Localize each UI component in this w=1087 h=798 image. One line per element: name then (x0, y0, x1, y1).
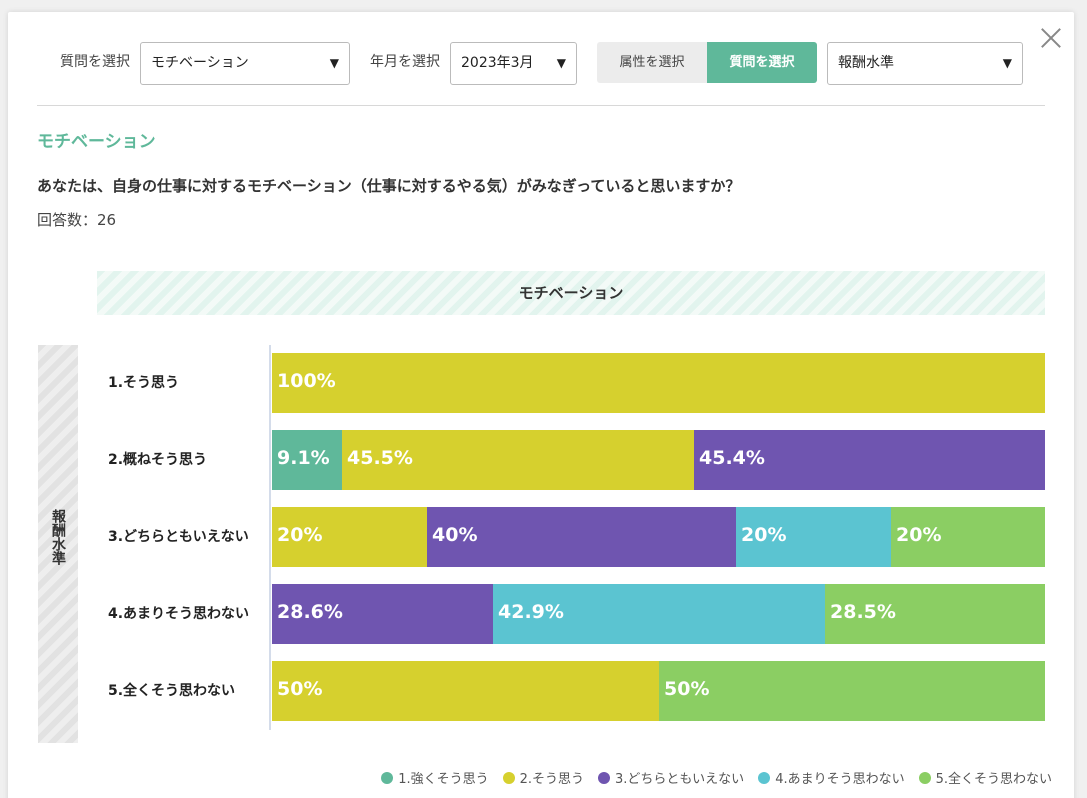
toggle-attribute-button[interactable]: 属性を選択 (597, 42, 707, 83)
legend-item: 3.どちらともいえない (598, 768, 744, 787)
chart-title: モチベーション (97, 271, 1045, 315)
group-axis-label: 報酬水準 (50, 509, 66, 565)
month-select-value: 2023年3月 (461, 55, 534, 71)
data-label: 100% (277, 370, 336, 392)
legend-dot-icon (598, 771, 611, 784)
bar-segment[interactable]: 45.5% (342, 430, 694, 490)
bar-row: 20% 40% 20% 20% (272, 507, 1045, 567)
legend-item: 5.全くそう思わない (918, 768, 1052, 787)
question-select-value: モチベーション (151, 55, 249, 71)
category-label: 1.そう思う (108, 375, 180, 391)
bar-segment[interactable]: 50% (272, 661, 659, 721)
data-label: 45.5% (347, 447, 413, 469)
bar-segment[interactable]: 9.1% (272, 430, 342, 490)
attribute-select-value: 報酬水準 (838, 55, 894, 71)
legend-item: 4.あまりそう思わない (758, 768, 905, 787)
divider (37, 105, 1045, 106)
attribute-select[interactable]: 報酬水準 ▼ (827, 42, 1023, 85)
legend-label: 2.そう思う (519, 772, 585, 787)
question-select[interactable]: モチベーション ▼ (140, 42, 350, 85)
bar-segment[interactable]: 28.5% (825, 584, 1045, 644)
bar-segment[interactable]: 40% (427, 507, 736, 567)
section-title: モチベーション (37, 132, 156, 152)
question-text: あなたは、自身の仕事に対するモチベーション（仕事に対するやる気）がみなぎっている… (37, 177, 741, 195)
month-filter-label: 年月を選択 (370, 54, 440, 70)
chart-legend: 1.強くそう思う 2.そう思う 3.どちらともいえない 4.あまりそう思わない 5.全く… (381, 768, 1052, 787)
bar-segment[interactable]: 50% (659, 661, 1045, 721)
data-label: 50% (277, 678, 323, 700)
data-label: 20% (896, 524, 942, 546)
bar-segment[interactable]: 42.9% (493, 584, 825, 644)
legend-label: 3.どちらともいえない (615, 772, 745, 787)
toggle-question-button[interactable]: 質問を選択 (707, 42, 817, 83)
legend-dot-icon (758, 771, 771, 784)
chevron-down-icon: ▼ (1002, 56, 1012, 70)
bar-segment[interactable]: 100% (272, 353, 1045, 413)
month-select[interactable]: 2023年3月 ▼ (450, 42, 577, 85)
data-label: 28.5% (830, 601, 896, 623)
data-label: 28.6% (277, 601, 343, 623)
response-count: 回答数：26 (37, 211, 117, 229)
bar-segment[interactable]: 20% (272, 507, 427, 567)
chart-baseline (269, 345, 271, 730)
legend-dot-icon (502, 771, 515, 784)
legend-item: 1.強くそう思う (381, 768, 489, 787)
data-label: 20% (741, 524, 787, 546)
chevron-down-icon: ▼ (329, 56, 339, 70)
legend-item: 2.そう思う (502, 768, 585, 787)
legend-label: 4.あまりそう思わない (775, 772, 905, 787)
data-label: 20% (277, 524, 323, 546)
legend-label: 5.全くそう思わない (935, 772, 1052, 787)
mode-toggle: 属性を選択 質問を選択 (597, 42, 817, 83)
data-label: 50% (664, 678, 710, 700)
legend-label: 1.強くそう思う (398, 772, 489, 787)
category-label: 3.どちらともいえない (108, 529, 249, 545)
chevron-down-icon: ▼ (556, 56, 566, 70)
bar-segment[interactable]: 28.6% (272, 584, 493, 644)
category-label: 4.あまりそう思わない (108, 606, 250, 622)
question-filter-label: 質問を選択 (60, 54, 130, 70)
bar-segment[interactable]: 20% (891, 507, 1045, 567)
data-label: 9.1% (277, 447, 330, 469)
bar-row: 50% 50% (272, 661, 1045, 721)
close-icon[interactable] (1038, 25, 1064, 51)
bar-segment[interactable]: 20% (736, 507, 891, 567)
legend-dot-icon (918, 771, 931, 784)
group-axis: 報酬水準 (38, 345, 78, 743)
bar-segment[interactable]: 45.4% (694, 430, 1045, 490)
bar-row: 100% (272, 353, 1045, 413)
category-label: 5.全くそう思わない (108, 683, 236, 699)
data-label: 42.9% (498, 601, 564, 623)
category-label: 2.概ねそう思う (108, 452, 208, 468)
legend-dot-icon (381, 771, 394, 784)
bar-row: 9.1% 45.5% 45.4% (272, 430, 1045, 490)
bar-row: 28.6% 42.9% 28.5% (272, 584, 1045, 644)
data-label: 45.4% (699, 447, 765, 469)
data-label: 40% (432, 524, 478, 546)
